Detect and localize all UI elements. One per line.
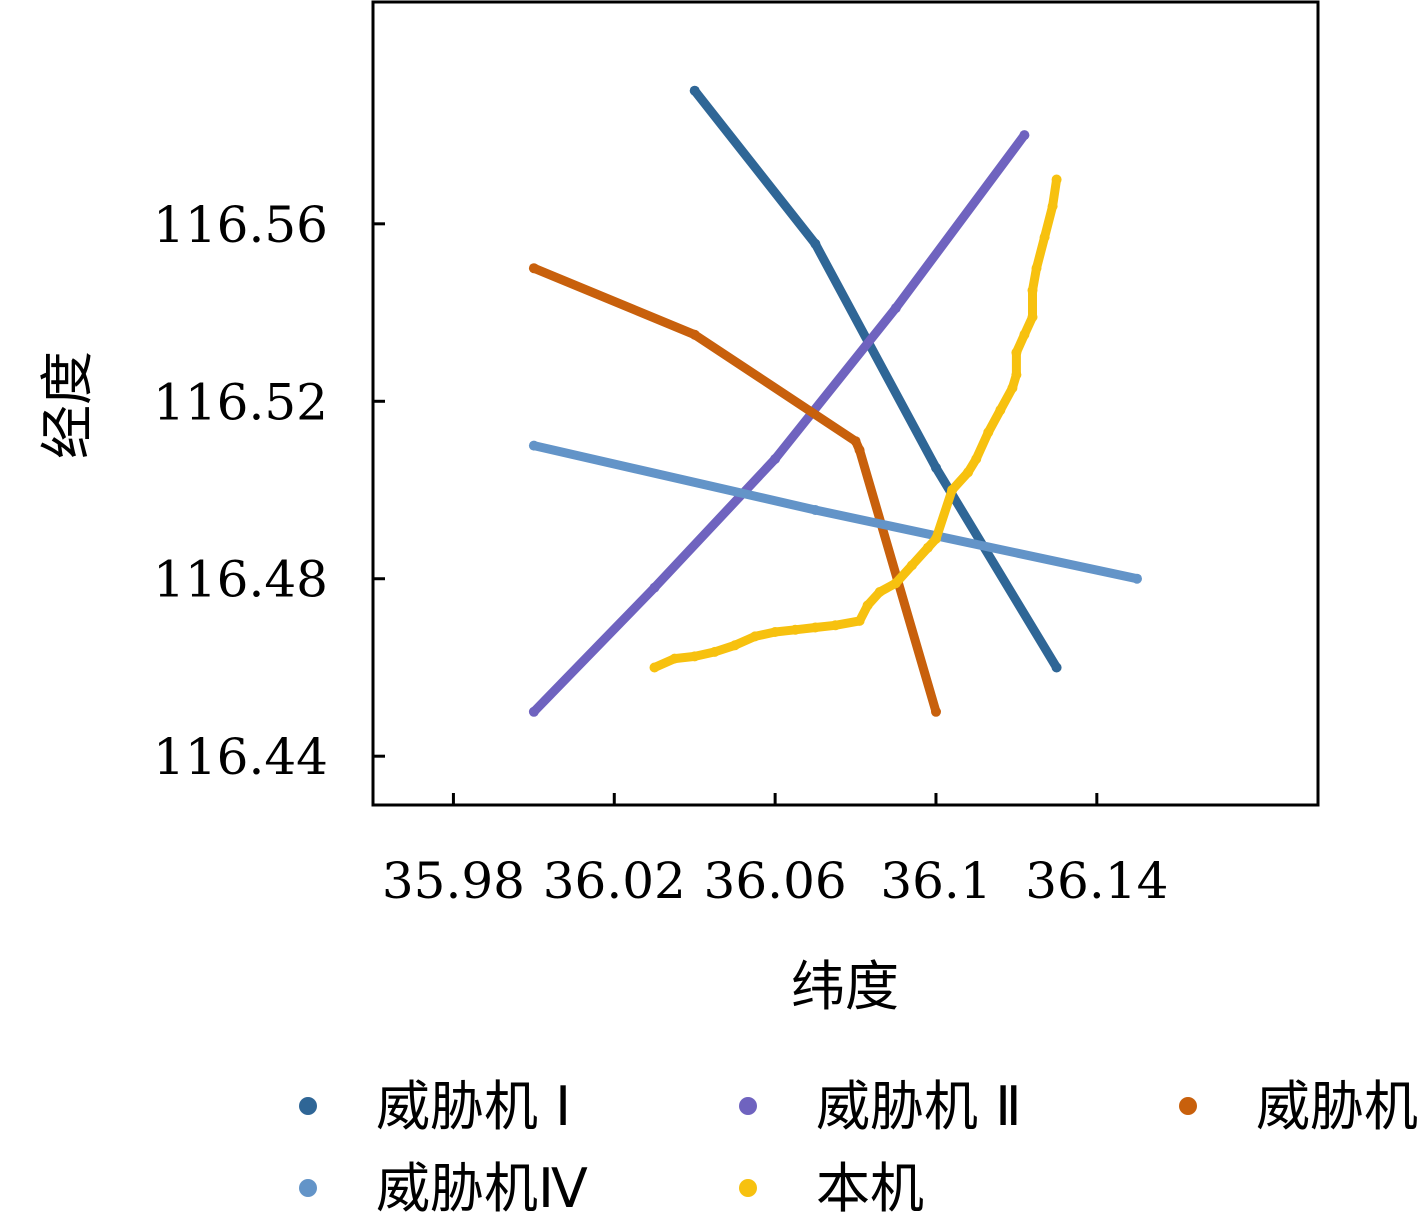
legend-label: 威胁机 Ⅰ [376,1075,571,1138]
series-2 [528,130,1030,717]
x-axis-title: 纬度 [791,955,899,1018]
series-4-point-3 [1132,573,1142,584]
series-5-point-3 [689,651,700,662]
series-4 [528,440,1142,584]
series-5-point-2 [669,653,680,664]
y-axis-title: 经度 [36,351,99,459]
series-4-point-1 [528,440,539,451]
legend-item-2: 威胁机 Ⅱ [739,1075,1022,1138]
series-2-point-5 [1019,130,1030,141]
y-axis-ticks: 116.44 116.48 116.52 116.56 [153,196,385,786]
series-5-point-10 [830,620,841,631]
legend: 威胁机 Ⅰ 威胁机 Ⅱ 威胁机Ⅲ 威胁机Ⅳ 本机 [299,1075,1417,1220]
series-1-trajectory [690,86,1062,672]
series-1-point-1 [689,85,700,96]
series-1-point-2 [810,238,821,249]
series-5-point-11 [854,615,865,626]
series-4-point-2 [810,505,821,515]
series-5-point-28 [1027,285,1038,296]
series-3-point-4 [854,445,865,456]
series-5-point-13 [874,587,885,597]
x-tick-label: 36.1 [880,852,991,910]
series-4-trajectory [529,441,1142,584]
series-5-trajectory [650,175,1062,672]
series-5-point-4 [709,646,720,657]
series-2-point-3 [770,454,781,464]
x-tick-label: 36.06 [704,852,847,910]
legend-label: 威胁机Ⅲ [1256,1075,1417,1138]
series-5-point-22 [995,405,1006,416]
x-tick-label: 36.02 [543,852,686,910]
series-5-point-18 [947,485,958,495]
series-2-point-4 [890,303,901,314]
series-3-point-2 [689,329,700,340]
legend-label: 威胁机 Ⅱ [816,1075,1022,1138]
series-2-point-1 [528,706,539,717]
series-5-point-16 [922,542,933,553]
series-5-point-6 [750,631,760,642]
y-tick-label: 116.56 [153,196,328,254]
series-3 [528,263,941,717]
series-5-point-26 [1019,329,1030,340]
series-5-point-23 [1007,383,1018,393]
legend-item-3: 威胁机Ⅲ [1179,1075,1417,1138]
legend-item-4: 威胁机Ⅳ [299,1157,588,1220]
y-tick-label: 116.44 [153,728,328,786]
series-3-point-3 [850,436,861,447]
series-5-point-20 [971,454,982,464]
series-5-point-7 [770,627,781,637]
series-3-point-1 [528,263,539,274]
series-5-point-27 [1027,312,1038,322]
series-5-point-9 [810,622,821,633]
series-5 [649,174,1062,673]
legend-marker [1179,1097,1197,1115]
series-5-point-8 [790,624,801,635]
y-tick-label: 116.52 [153,373,328,431]
series-5-point-14 [890,578,901,589]
x-axis-ticks: 35.98 36.02 36.06 36.1 36.14 [382,793,1168,910]
x-tick-label: 35.98 [382,852,525,910]
series-5-point-19 [963,467,974,478]
series-2-point-2 [649,582,660,593]
series-1 [689,85,1062,673]
legend-label: 本机 [816,1157,924,1220]
series-5-point-1 [649,662,660,673]
series-5-point-29 [1031,263,1042,274]
series-5-point-17 [931,533,941,544]
series-5-point-31 [1047,201,1058,212]
series-5-point-24 [1011,369,1022,380]
series-1-point-3 [931,462,941,473]
series-5-point-15 [906,560,917,571]
legend-marker [299,1179,317,1197]
legend-marker [739,1097,757,1115]
series-5-point-21 [983,427,994,438]
series-5-point-25 [1011,347,1022,358]
series-5-point-5 [729,640,740,651]
series-2-trajectory [529,130,1029,717]
x-tick-label: 36.14 [1025,852,1168,910]
series-layer [528,85,1142,717]
legend-item-1: 威胁机 Ⅰ [299,1075,571,1138]
legend-marker [739,1179,757,1197]
series-5-point-32 [1051,174,1062,185]
plot-frame [371,0,1320,807]
legend-item-5: 本机 [739,1157,924,1220]
legend-label: 威胁机Ⅳ [376,1157,588,1220]
plot-area [371,0,1320,807]
legend-marker [299,1097,317,1115]
y-tick-label: 116.48 [153,551,328,609]
series-5-point-30 [1039,232,1050,243]
series-5-point-12 [862,600,873,611]
series-1-point-4 [1051,662,1062,673]
series-3-point-5 [931,706,941,717]
